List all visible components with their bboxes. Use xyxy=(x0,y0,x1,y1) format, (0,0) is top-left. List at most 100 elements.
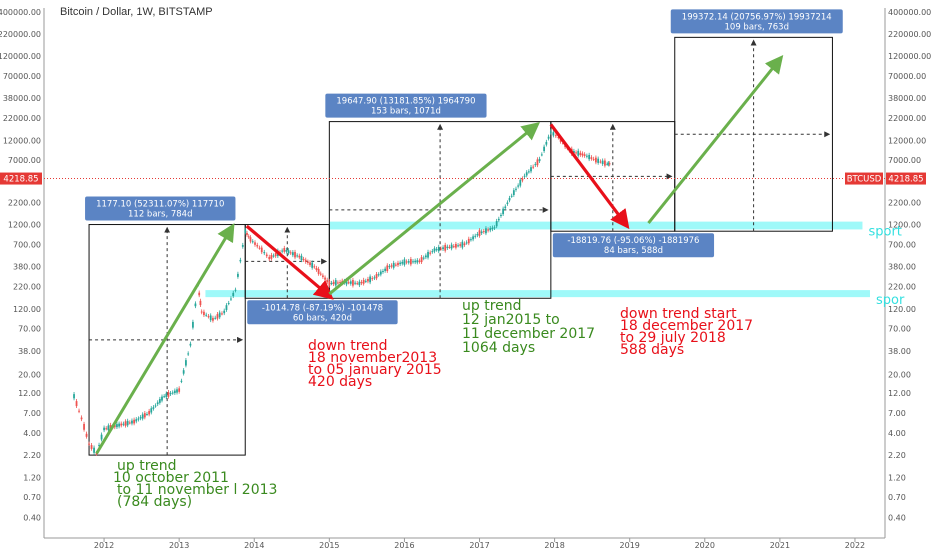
candle-body xyxy=(604,160,606,166)
candle-body xyxy=(100,434,103,440)
candle-body xyxy=(161,396,163,401)
candle-body xyxy=(354,282,356,284)
candle-body xyxy=(173,390,176,394)
measure-tooltip xyxy=(670,9,843,34)
candle-body xyxy=(158,399,161,403)
candle-body xyxy=(538,158,541,162)
candle-body xyxy=(545,141,548,145)
measure-tooltip-bars: 109 bars, 763d xyxy=(725,22,789,32)
measure-tooltip-value: -18819.76 (-95.06%) -1881976 xyxy=(567,236,699,246)
candle-body xyxy=(608,163,611,165)
candle-body xyxy=(298,255,301,258)
y-tick-label-right: 120.00 xyxy=(888,305,916,314)
candle-body xyxy=(588,154,591,160)
y-tick-label-left: 220.00 xyxy=(13,283,41,292)
candle-body xyxy=(437,246,440,252)
y-tick-label-left: 12.00 xyxy=(18,389,41,398)
candle-body xyxy=(440,248,442,250)
candle-body xyxy=(249,237,252,242)
uptrend-arrow xyxy=(328,122,541,296)
candle-body xyxy=(577,150,580,156)
candle-body xyxy=(364,280,367,282)
candle-body xyxy=(103,427,105,431)
candle-body xyxy=(332,281,335,285)
x-tick-label: 2022 xyxy=(845,541,865,550)
candle-body xyxy=(573,150,575,154)
annotation-line: up trend xyxy=(462,298,522,314)
candle-body xyxy=(397,262,399,266)
y-tick-label-right: 7.00 xyxy=(888,409,906,418)
candle-body xyxy=(156,402,159,405)
support-label: spor xyxy=(876,293,905,308)
support-zone xyxy=(329,221,863,230)
y-tick-label-right: 4.00 xyxy=(888,429,906,438)
candle-body xyxy=(223,310,226,314)
y-tick-label-left: 7.00 xyxy=(23,409,41,418)
candle-body xyxy=(152,407,155,409)
candle-body xyxy=(585,155,588,157)
candle-body xyxy=(409,259,412,265)
candle-body xyxy=(216,314,219,319)
candle-body xyxy=(508,197,511,201)
candle-body xyxy=(207,316,210,318)
annotation-line: to 29 july 2018 xyxy=(620,330,726,346)
candle-body xyxy=(244,229,247,233)
candle-body xyxy=(98,444,100,446)
candle-body xyxy=(581,153,584,156)
candle-body xyxy=(306,261,309,263)
candle-body xyxy=(388,266,391,268)
candle-body xyxy=(107,425,110,431)
candle-body xyxy=(334,280,337,286)
y-tick-label-right: 20.00 xyxy=(888,370,911,379)
candle-body xyxy=(232,292,235,297)
candle-body xyxy=(137,418,140,420)
candle-body xyxy=(120,423,123,426)
last-price-symbol-tag xyxy=(845,172,883,185)
candle-body xyxy=(199,300,202,306)
annotation-line: 11 december 2017 xyxy=(462,326,595,342)
candle-body xyxy=(358,281,361,286)
candle-body xyxy=(463,243,466,246)
candle-body xyxy=(230,298,232,300)
measure-tooltip-bars: 153 bars, 1071d xyxy=(371,107,441,117)
annotation-line: 1064 days xyxy=(462,340,535,356)
candle-body xyxy=(375,274,378,279)
candle-body xyxy=(319,273,322,275)
y-tick-label-left: 0.70 xyxy=(23,493,41,502)
candle-body xyxy=(294,251,296,258)
candle-body xyxy=(465,242,468,244)
y-tick-label-left: 7000.00 xyxy=(8,156,41,165)
candle-body xyxy=(313,266,316,268)
candle-body xyxy=(182,370,185,374)
candle-body xyxy=(561,142,564,144)
candle-body xyxy=(369,276,372,283)
candle-body xyxy=(95,453,98,455)
uptrend-arrow xyxy=(647,55,784,224)
candle-body xyxy=(221,313,223,315)
candle-body xyxy=(424,255,427,258)
candle-body xyxy=(412,261,414,263)
y-tick-label-right: 2.20 xyxy=(888,451,906,460)
candle-body xyxy=(126,420,129,426)
candle-body xyxy=(133,419,136,424)
last-price-value: 4218.85 xyxy=(888,175,923,185)
candle-body xyxy=(246,232,248,235)
y-tick-label-right: 1200.00 xyxy=(888,221,921,230)
candle-body xyxy=(247,236,250,238)
candle-body xyxy=(384,268,387,271)
candle-body xyxy=(382,270,384,272)
candle-body xyxy=(205,314,208,316)
candle-body xyxy=(254,242,256,245)
y-tick-label-left: 220000.00 xyxy=(0,30,41,39)
candle-body xyxy=(607,163,610,165)
y-tick-label-left: 38000.00 xyxy=(3,94,41,103)
measure-tooltip-bars: 84 bars, 588d xyxy=(604,246,663,256)
candle-body xyxy=(450,244,453,249)
candle-body xyxy=(547,136,550,139)
candle-body xyxy=(330,283,333,285)
candle-body xyxy=(289,252,292,254)
candle-body xyxy=(386,265,389,272)
y-tick-label-left: 4.00 xyxy=(23,429,41,438)
